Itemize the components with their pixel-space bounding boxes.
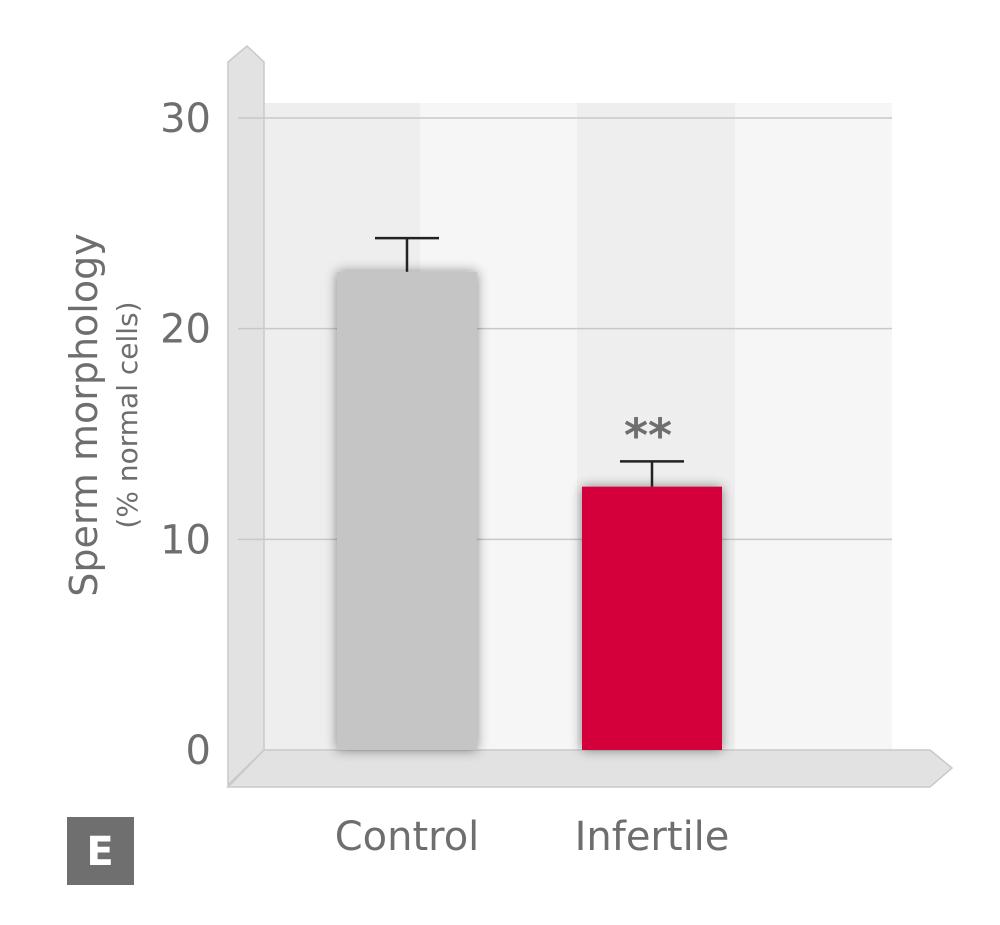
error-bars	[375, 236, 684, 487]
bar-control	[337, 271, 477, 750]
error-bar-infertile	[620, 460, 684, 487]
y-tick-label: 10	[160, 517, 211, 563]
x-tick-labels: Control Infertile	[335, 814, 730, 860]
y-tick-label: 0	[186, 728, 211, 774]
floor	[226, 749, 954, 788]
y-axis-subtitle: (% normal cells)	[111, 301, 144, 528]
y-tick-label: 30	[160, 96, 211, 142]
x-tick-label: Control	[335, 814, 480, 860]
significance-marker: **	[624, 408, 672, 462]
y-axis-label: Sperm morphology	[62, 233, 106, 596]
x-tick-label: Infertile	[575, 814, 730, 860]
error-bar-control	[375, 236, 439, 272]
annotations: **	[624, 408, 672, 462]
y-axis-sublabel: (% normal cells)	[111, 301, 144, 528]
panel-badge: E	[67, 817, 134, 885]
panel-letter: E	[86, 829, 113, 875]
y-tick-label: 20	[160, 307, 211, 353]
y-tick-labels: 0 10 20 30	[160, 96, 211, 774]
bar-infertile	[582, 486, 722, 750]
bars	[337, 271, 722, 750]
panel-badge-box	[67, 817, 134, 885]
y-axis-title: Sperm morphology	[62, 233, 106, 596]
left-wall	[227, 44, 265, 787]
